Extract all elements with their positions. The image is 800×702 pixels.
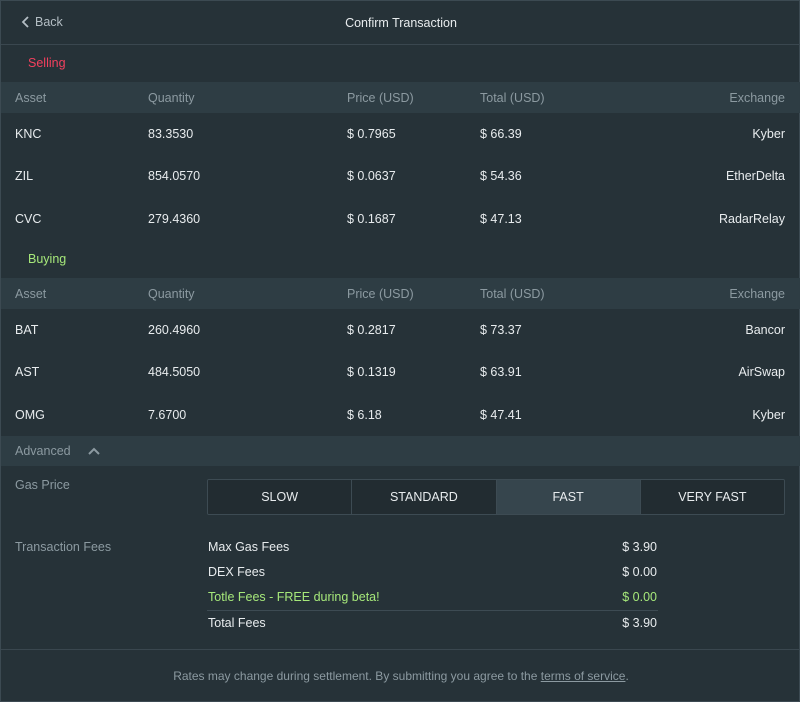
- exchange-cell: Kyber: [752, 408, 785, 422]
- fee-row-max-gas: Max Gas Fees $ 3.90: [207, 540, 658, 565]
- fee-row-dex: DEX Fees $ 0.00: [207, 565, 658, 590]
- header: Back Confirm Transaction: [1, 1, 800, 45]
- price-cell: $ 6.18: [347, 408, 382, 422]
- disclaimer-text: Rates may change during settlement. By s…: [173, 669, 541, 683]
- column-header-quantity: Quantity: [148, 91, 195, 105]
- quantity-cell: 854.0570: [148, 169, 201, 183]
- column-header-total: Total (USD): [480, 287, 545, 301]
- total-cell: $ 66.39: [480, 127, 522, 141]
- total-cell: $ 47.41: [480, 408, 522, 422]
- exchange-cell: RadarRelay: [718, 212, 785, 226]
- table-row: BAT 260.4960 $ 0.2817 $ 73.37 Bancor: [1, 309, 800, 351]
- gas-fast-button[interactable]: FAST: [496, 480, 641, 514]
- quantity-cell: 260.4960: [148, 323, 201, 337]
- column-header-price: Price (USD): [347, 91, 414, 105]
- price-cell: $ 0.7965: [347, 127, 396, 141]
- footer-divider: [1, 649, 800, 650]
- transaction-fees-label: Transaction Fees: [15, 540, 112, 554]
- fee-value: $ 0.00: [622, 565, 657, 579]
- price-cell: $ 0.2817: [347, 323, 396, 337]
- column-header-asset: Asset: [15, 91, 47, 105]
- fee-divider: [207, 610, 658, 611]
- column-header-quantity: Quantity: [148, 287, 195, 301]
- chevron-left-icon: [21, 16, 29, 28]
- quantity-cell: 279.4360: [148, 212, 201, 226]
- fee-value: $ 3.90: [622, 540, 657, 554]
- fee-name: Total Fees: [208, 616, 266, 630]
- fee-name: DEX Fees: [208, 565, 265, 579]
- table-row: ZIL 854.0570 $ 0.0637 $ 54.36 EtherDelta: [1, 155, 800, 197]
- fee-row-totle: Totle Fees - FREE during beta! $ 0.00: [207, 590, 658, 615]
- fee-value: $ 3.90: [622, 616, 657, 630]
- quantity-cell: 7.6700: [148, 408, 187, 422]
- terms-of-service-link[interactable]: terms of service: [540, 669, 626, 683]
- price-cell: $ 0.1319: [347, 365, 396, 379]
- table-row: AST 484.5050 $ 0.1319 $ 63.91 AirSwap: [1, 351, 800, 393]
- asset-cell: ZIL: [15, 169, 34, 183]
- asset-cell: OMG: [15, 408, 45, 422]
- back-label: Back: [35, 15, 63, 29]
- gas-standard-button[interactable]: STANDARD: [352, 480, 497, 514]
- advanced-toggle[interactable]: Advanced: [1, 436, 800, 466]
- fee-row-total: Total Fees $ 3.90: [207, 616, 658, 641]
- column-header-price: Price (USD): [347, 287, 414, 301]
- fee-value: $ 0.00: [622, 590, 657, 604]
- asset-cell: AST: [15, 365, 40, 379]
- chevron-up-icon[interactable]: [88, 446, 100, 456]
- quantity-cell: 484.5050: [148, 365, 201, 379]
- column-header-asset: Asset: [15, 287, 47, 301]
- gas-price-label: Gas Price: [15, 478, 70, 492]
- price-cell: $ 0.0637: [347, 169, 396, 183]
- disclaimer-end: .: [625, 669, 629, 683]
- asset-cell: BAT: [15, 323, 39, 337]
- quantity-cell: 83.3530: [148, 127, 194, 141]
- exchange-cell: EtherDelta: [725, 169, 785, 183]
- gas-price-selector: SLOW STANDARD FAST VERY FAST: [207, 479, 785, 515]
- column-header-exchange: Exchange: [729, 91, 785, 105]
- asset-cell: CVC: [15, 212, 42, 226]
- advanced-label: Advanced: [15, 444, 71, 458]
- fee-name: Max Gas Fees: [208, 540, 290, 554]
- column-header-exchange: Exchange: [729, 287, 785, 301]
- back-button[interactable]: Back: [21, 15, 63, 29]
- total-cell: $ 63.91: [480, 365, 522, 379]
- total-cell: $ 47.13: [480, 212, 522, 226]
- exchange-cell: AirSwap: [738, 365, 785, 379]
- asset-cell: KNC: [15, 127, 42, 141]
- exchange-cell: Kyber: [752, 127, 785, 141]
- total-cell: $ 54.36: [480, 169, 522, 183]
- exchange-cell: Bancor: [745, 323, 785, 337]
- price-cell: $ 0.1687: [347, 212, 396, 226]
- buying-table-header: Asset Quantity Price (USD) Total (USD) E…: [1, 278, 800, 309]
- gas-slow-button[interactable]: SLOW: [208, 480, 353, 514]
- gas-very-fast-button[interactable]: VERY FAST: [640, 480, 784, 514]
- selling-label: Selling: [28, 56, 66, 70]
- table-row: OMG 7.6700 $ 6.18 $ 47.41 Kyber: [1, 394, 800, 436]
- fee-name: Totle Fees - FREE during beta!: [208, 590, 380, 604]
- column-header-total: Total (USD): [480, 91, 545, 105]
- table-row: KNC 83.3530 $ 0.7965 $ 66.39 Kyber: [1, 113, 800, 155]
- footer-disclaimer: Rates may change during settlement. By s…: [1, 669, 800, 683]
- selling-table-header: Asset Quantity Price (USD) Total (USD) E…: [1, 82, 800, 113]
- table-row: CVC 279.4360 $ 0.1687 $ 47.13 RadarRelay: [1, 198, 800, 240]
- buying-label: Buying: [28, 252, 67, 266]
- total-cell: $ 73.37: [480, 323, 522, 337]
- page-title: Confirm Transaction: [345, 16, 457, 30]
